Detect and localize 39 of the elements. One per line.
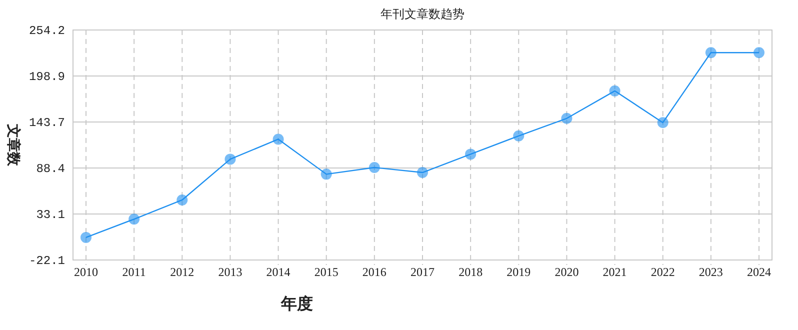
- x-tick-label: 2014: [266, 265, 290, 279]
- y-tick-label: -22.1: [28, 254, 65, 268]
- point: [657, 117, 668, 128]
- point: [465, 148, 476, 160]
- x-tick-label: 2015: [314, 265, 338, 279]
- point: [705, 47, 716, 58]
- chart-title: 年刊文章数趋势: [380, 7, 464, 21]
- x-tick-label: 2013: [218, 265, 242, 279]
- x-tick-label: 2010: [74, 265, 98, 279]
- point: [754, 47, 764, 58]
- point: [176, 194, 188, 206]
- point: [417, 167, 428, 178]
- x-tick-label: 2019: [506, 265, 531, 279]
- point: [561, 112, 572, 124]
- y-tick-label: 254.2: [28, 24, 65, 38]
- y-tick-label: 198.9: [28, 70, 65, 84]
- x-tick-label: 2021: [602, 265, 627, 279]
- x-tick-label: 2024: [747, 265, 771, 279]
- point: [609, 85, 620, 96]
- point: [272, 134, 284, 145]
- x-tick-label: 2018: [458, 265, 483, 279]
- point: [80, 232, 92, 243]
- x-tick-label: 2011: [122, 265, 146, 279]
- y-tick-label: 33.1: [36, 208, 65, 222]
- point: [368, 162, 380, 174]
- point: [224, 154, 236, 165]
- x-tick-label: 2022: [650, 265, 675, 279]
- y-axis-title: 文章数: [5, 123, 22, 167]
- y-tick-label: 88.4: [36, 162, 65, 176]
- point: [513, 130, 524, 142]
- point: [128, 214, 140, 225]
- x-tick-label: 2016: [362, 265, 386, 279]
- x-tick-label: 2020: [554, 265, 579, 279]
- x-tick-label: 2023: [698, 265, 723, 279]
- x-tick-label: 2017: [410, 265, 434, 279]
- point: [320, 168, 332, 180]
- x-tick-label: 2012: [170, 265, 194, 279]
- x-axis-title: 年度: [280, 294, 313, 313]
- y-tick-label: 143.7: [28, 116, 65, 130]
